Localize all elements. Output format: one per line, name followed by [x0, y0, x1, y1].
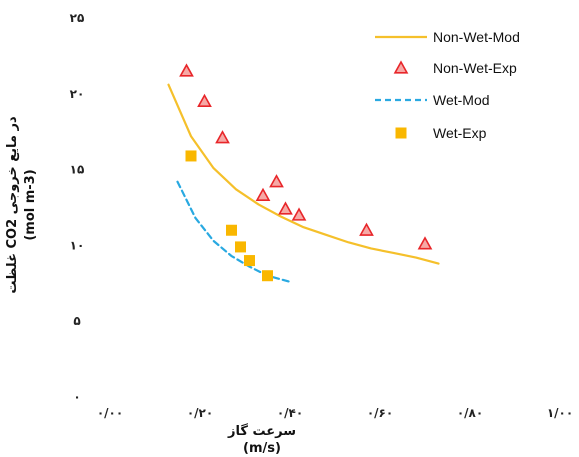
x-axis-unit: (m/s) — [243, 441, 281, 456]
legend-wet-exp-label: Wet-Exp — [433, 125, 487, 141]
y-tick-label: ۱۵ — [70, 163, 85, 177]
x-tick-label: ۱/۰۰ — [547, 406, 573, 420]
legend-wet-mod-label: Wet-Mod — [433, 92, 490, 108]
wet-exp-point — [226, 224, 237, 236]
y-axis-title: غلظت CO2 در مایع خروجی — [5, 116, 20, 294]
non-wet-exp-point — [359, 222, 374, 236]
x-axis-title: سرعت گاز — [227, 423, 296, 439]
non-wet-exp-point — [197, 93, 212, 107]
x-tick-label: ۰/۸۰ — [457, 406, 483, 420]
y-tick-label: ۲۵ — [70, 11, 85, 25]
wet-exp-point — [262, 270, 273, 282]
plot-area — [167, 63, 440, 283]
wet-exp-point — [185, 150, 197, 162]
x-tick-label: ۰/۲۰ — [187, 406, 213, 420]
y-axis-unit: (mol m-3) — [23, 169, 38, 240]
y-tick-label: ۱۰ — [70, 238, 85, 252]
non-wet-exp-point — [278, 201, 293, 215]
non-wet-mod-line — [167, 83, 440, 265]
x-tick-label: ۰/۶۰ — [367, 406, 393, 420]
x-tick-label: ۰/۰۰ — [97, 406, 123, 420]
non-wet-exp-point — [269, 174, 284, 188]
x-tick-label: ۰/۴۰ — [277, 406, 303, 420]
y-tick-label: ۲۰ — [70, 87, 85, 101]
y-tick-label: ۵ — [73, 314, 80, 328]
non-wet-exp-point — [215, 130, 230, 144]
wet-exp-point — [244, 255, 255, 267]
y-tick-label: ۰ — [73, 390, 80, 404]
axis-ticks: ۰ ۵ ۱۰ ۱۵ ۲۰ ۲۵ ۰/۰۰ ۰/۲۰ ۰/۴۰ ۰/۶۰ ۰/۸۰ ۱/۰۰ — [70, 11, 574, 420]
legend-non-wet-exp-swatch — [393, 60, 409, 74]
wet-exp-point — [235, 241, 246, 253]
non-wet-exp-point — [291, 207, 307, 221]
non-wet-exp-point — [255, 187, 271, 201]
non-wet-exp-point — [179, 63, 194, 77]
legend-non-wet-mod-label: Non-Wet-Mod — [433, 29, 520, 45]
legend-wet-exp-swatch — [395, 127, 407, 139]
legend-non-wet-exp-label: Non-Wet-Exp — [433, 60, 517, 76]
non-wet-exp-point — [417, 236, 433, 250]
legend: Non-Wet-Mod Non-Wet-Exp Wet-Mod Wet-Exp — [375, 29, 520, 141]
